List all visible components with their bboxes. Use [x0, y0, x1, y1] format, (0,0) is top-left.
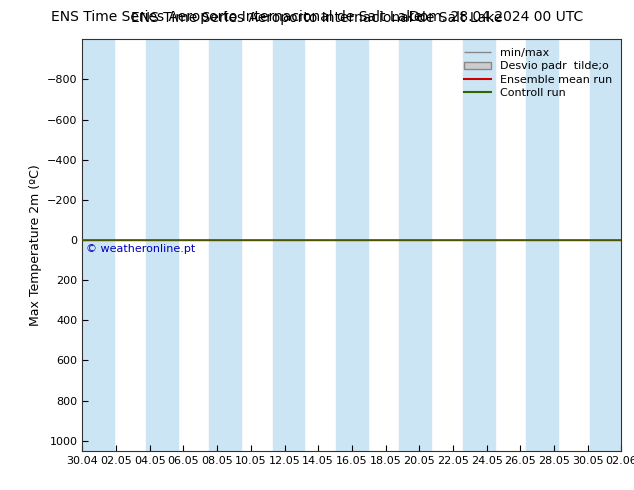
- Y-axis label: Max Temperature 2m (ºC): Max Temperature 2m (ºC): [29, 164, 41, 326]
- Bar: [82, 39, 114, 451]
- Bar: [273, 39, 304, 451]
- Bar: [526, 39, 558, 451]
- Bar: [590, 39, 621, 451]
- Bar: [463, 39, 495, 451]
- Text: ENS Time Series Aeroporto Internacional de Salt Lake: ENS Time Series Aeroporto Internacional …: [51, 10, 422, 24]
- Bar: [146, 39, 178, 451]
- Bar: [336, 39, 368, 451]
- Bar: [209, 39, 241, 451]
- Text: Dom. 28.04.2024 00 UTC: Dom. 28.04.2024 00 UTC: [409, 10, 583, 24]
- Legend: min/max, Desvio padr  tilde;o, Ensemble mean run, Controll run: min/max, Desvio padr tilde;o, Ensemble m…: [460, 45, 616, 101]
- Bar: [399, 39, 431, 451]
- Text: © weatheronline.pt: © weatheronline.pt: [86, 244, 195, 254]
- Text: ENS Time Series Aeroporto Internacional de Salt Lake: ENS Time Series Aeroporto Internacional …: [131, 11, 503, 25]
